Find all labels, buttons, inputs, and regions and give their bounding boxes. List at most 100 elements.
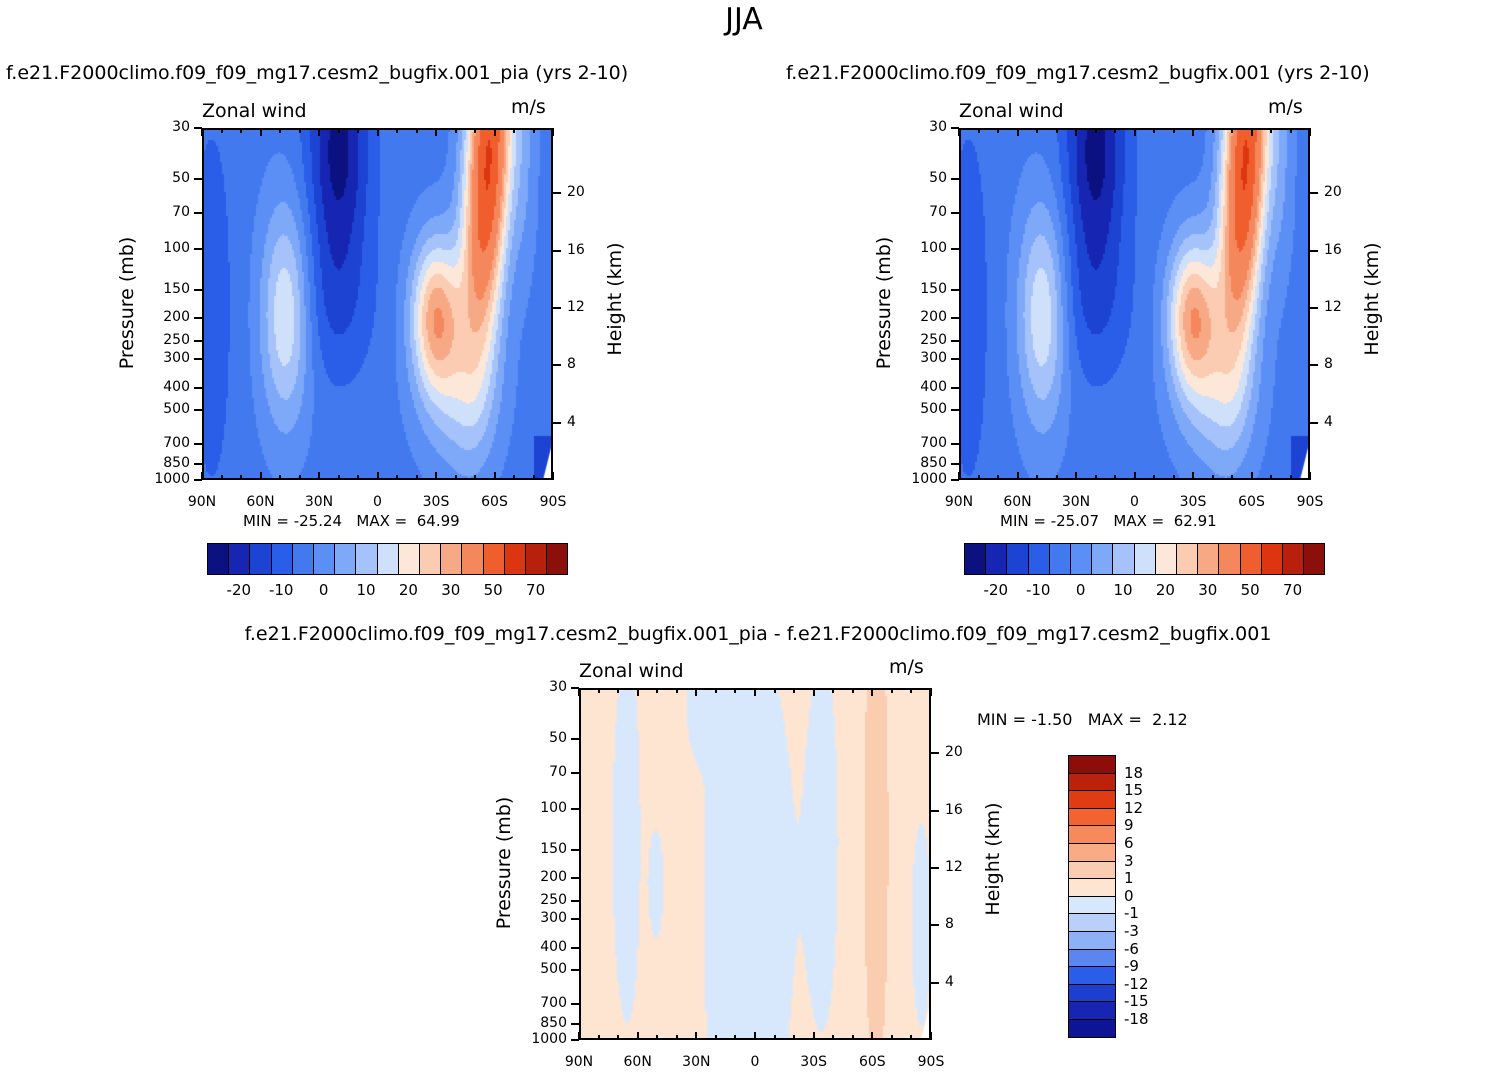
right-x-tick xyxy=(1016,472,1019,480)
diff-x-tick-label: 30N xyxy=(682,1054,711,1070)
diff-colorbar-box xyxy=(1068,966,1116,985)
left-h-tick xyxy=(553,306,561,309)
diff-units-label: m/s xyxy=(889,656,924,678)
right-colorbar-box xyxy=(985,543,1008,575)
left-p-tick xyxy=(194,409,202,412)
right-x-minor-tick xyxy=(1094,475,1097,480)
diff-x-minor-tick xyxy=(890,1035,893,1040)
left-colorbar-box xyxy=(546,543,569,575)
diff-x-minor-tick-top xyxy=(773,688,776,693)
right-x-tick-label: 90N xyxy=(944,494,974,510)
diff-colorbar-box xyxy=(1068,790,1116,809)
right-h-tick xyxy=(1310,364,1318,367)
right-x-minor-tick-top xyxy=(1270,128,1272,133)
left-x-tick-top xyxy=(318,128,320,136)
right-x-minor-tick-top xyxy=(1114,128,1116,133)
diff-x-minor-tick xyxy=(675,1035,678,1040)
right-colorbar-label: 50 xyxy=(1240,581,1260,599)
left-h-tick xyxy=(553,192,561,195)
left-x-tick-top xyxy=(201,128,203,136)
right-x-tick-top xyxy=(1133,128,1136,136)
left-x-tick-label: 30N xyxy=(304,494,334,510)
left-x-tick xyxy=(259,472,262,480)
diff-x-minor-tick xyxy=(734,1035,737,1040)
left-x-minor-tick-top xyxy=(357,128,359,133)
left-p-tick-label: 100 xyxy=(163,239,190,256)
left-colorbar-box xyxy=(419,543,442,575)
left-h-tick-label: 8 xyxy=(567,356,576,373)
diff-p-tick-label: 400 xyxy=(540,939,567,956)
left-x-minor-tick xyxy=(337,475,340,480)
figure-title: JJA xyxy=(725,2,763,37)
diff-colorbar-label: 6 xyxy=(1124,834,1134,852)
right-x-tick-top xyxy=(1075,128,1077,136)
right-p-tick xyxy=(951,212,959,215)
left-units-label: m/s xyxy=(511,96,546,118)
diff-x-minor-tick-top xyxy=(734,688,737,693)
left-x-minor-tick-top xyxy=(298,128,301,133)
left-colorbar-label: 30 xyxy=(441,581,461,599)
right-x-minor-tick xyxy=(1153,475,1155,480)
left-p-tick-label: 850 xyxy=(163,454,190,471)
diff-colorbar-label: -9 xyxy=(1124,957,1139,976)
right-colorbar-label: 0 xyxy=(1075,581,1086,599)
diff-colorbar-box xyxy=(1068,755,1116,774)
right-p-tick xyxy=(951,409,959,412)
diff-p-tick xyxy=(571,1022,579,1025)
right-contour-plot xyxy=(959,128,1310,480)
right-p-tick xyxy=(951,178,959,181)
left-x-minor-tick xyxy=(513,475,515,480)
diff-x-minor-tick-top xyxy=(617,688,620,693)
diff-colorbar-box xyxy=(1068,931,1116,950)
left-x-minor-tick xyxy=(474,475,476,480)
right-h-tick-label: 12 xyxy=(1324,298,1342,315)
left-x-minor-tick-top xyxy=(415,128,418,133)
left-h-tick-label: 20 xyxy=(567,184,585,201)
diff-colorbar-box xyxy=(1068,878,1116,897)
diff-colorbar-box xyxy=(1068,895,1116,915)
diff-colorbar-box xyxy=(1068,913,1116,932)
right-variable-label: Zonal wind xyxy=(959,100,1064,122)
left-colorbar-label: 10 xyxy=(356,581,376,599)
diff-p-tick xyxy=(571,1003,579,1006)
right-colorbar-box xyxy=(1239,543,1262,575)
right-min-max: MIN = -25.07 MAX = 62.91 xyxy=(1000,512,1217,530)
diff-x-minor-tick xyxy=(832,1035,835,1040)
right-p-tick xyxy=(951,127,959,129)
left-colorbar-box xyxy=(397,543,420,575)
diff-x-tick-label: 90S xyxy=(917,1054,945,1070)
left-x-minor-tick-top xyxy=(513,128,515,133)
right-colorbar-box xyxy=(1154,543,1177,575)
right-x-tick-label: 90S xyxy=(1296,494,1324,510)
diff-colorbar-box xyxy=(1068,1019,1116,1038)
left-x-minor-tick xyxy=(454,475,457,480)
left-x-tick xyxy=(552,472,554,480)
right-x-minor-tick xyxy=(1270,475,1272,480)
diff-p-tick-label: 100 xyxy=(540,799,567,816)
right-colorbar-box xyxy=(1048,543,1071,575)
right-h-tick-label: 4 xyxy=(1324,413,1333,430)
right-colorbar-box xyxy=(1260,543,1283,575)
diff-x-minor-tick-top xyxy=(832,688,835,693)
left-colorbar-box xyxy=(440,543,463,575)
diff-x-tick xyxy=(695,1032,698,1040)
right-p-tick-label: 400 xyxy=(920,379,947,396)
right-colorbar-box xyxy=(1218,543,1241,575)
diff-h-tick xyxy=(931,809,939,812)
right-x-minor-tick-top xyxy=(1036,128,1038,133)
diff-x-minor-tick xyxy=(714,1035,717,1040)
diff-colorbar-label: -15 xyxy=(1124,992,1149,1011)
left-contour-fill xyxy=(202,128,553,480)
right-x-tick xyxy=(1075,472,1077,480)
right-min-text: MIN = xyxy=(1000,512,1051,530)
diff-x-minor-tick-top xyxy=(714,688,717,693)
left-p-tick xyxy=(194,387,202,390)
diff-p-tick-label: 200 xyxy=(540,869,567,886)
right-x-minor-tick xyxy=(997,475,999,480)
diff-p-tick xyxy=(571,738,579,741)
right-x-minor-tick xyxy=(1289,475,1292,480)
diff-ylabel-right: Height (km) xyxy=(982,802,1004,916)
diff-x-tick xyxy=(754,1032,756,1040)
left-h-tick-label: 4 xyxy=(567,413,576,430)
right-x-minor-tick-top xyxy=(1153,128,1155,133)
